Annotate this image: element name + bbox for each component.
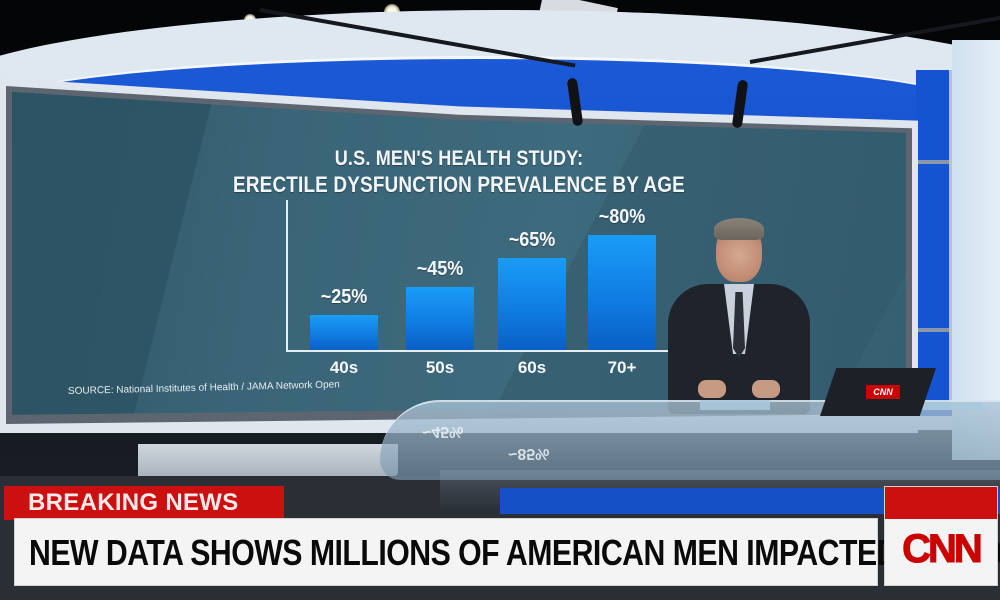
news-anchor	[668, 218, 810, 414]
anchor-hand	[752, 380, 780, 398]
x-axis	[286, 350, 706, 352]
studio-right-wall	[952, 40, 1000, 460]
category-label: 60s	[517, 358, 547, 377]
category-label: 40s	[329, 358, 359, 377]
chart-title-line2: ERECTILE DYSFUNCTION PREVALENCE BY AGE	[233, 172, 685, 197]
bar-value-label: ~45%	[416, 258, 464, 280]
breaking-news-banner: BREAKING NEWS	[4, 486, 284, 520]
chart-title-line1: U.S. MEN'S HEALTH STUDY:	[334, 147, 584, 170]
bar-70plus	[588, 235, 656, 350]
bar-value-label: ~25%	[320, 286, 368, 308]
chyron: NEW DATA SHOWS MILLIONS OF AMERICAN MEN …	[14, 518, 1000, 586]
bar-value-label: ~65%	[508, 229, 556, 251]
bar-chart: ~25% 40s ~45% 50s ~65% 60s ~80% 70+	[286, 200, 706, 377]
desk-papers	[916, 402, 982, 410]
category-label: 50s	[425, 358, 455, 377]
desk-reflection-text: ~45%	[422, 423, 464, 440]
anchor-hair	[714, 218, 764, 240]
category-label: 70+	[607, 358, 637, 377]
network-logo-box: CNN	[884, 486, 998, 586]
bar-value-label: ~80%	[598, 206, 646, 228]
anchor-tie	[733, 292, 745, 358]
laptop-logo: CNN	[866, 385, 900, 399]
bar-50s	[406, 287, 474, 350]
background-shape	[12, 92, 215, 415]
bar-40s	[310, 315, 378, 350]
desk-reflection-text: ~85%	[508, 445, 550, 462]
logo-red-strip	[885, 487, 997, 519]
desk-papers	[700, 400, 770, 410]
chyron-headline: NEW DATA SHOWS MILLIONS OF AMERICAN MEN …	[29, 532, 1000, 573]
cnn-logo: CNN	[902, 527, 984, 572]
y-axis	[286, 200, 288, 352]
set-riser	[138, 444, 398, 476]
studio-right-blue-panel	[916, 70, 952, 410]
bar-60s	[498, 258, 566, 350]
anchor-hand	[698, 380, 726, 398]
